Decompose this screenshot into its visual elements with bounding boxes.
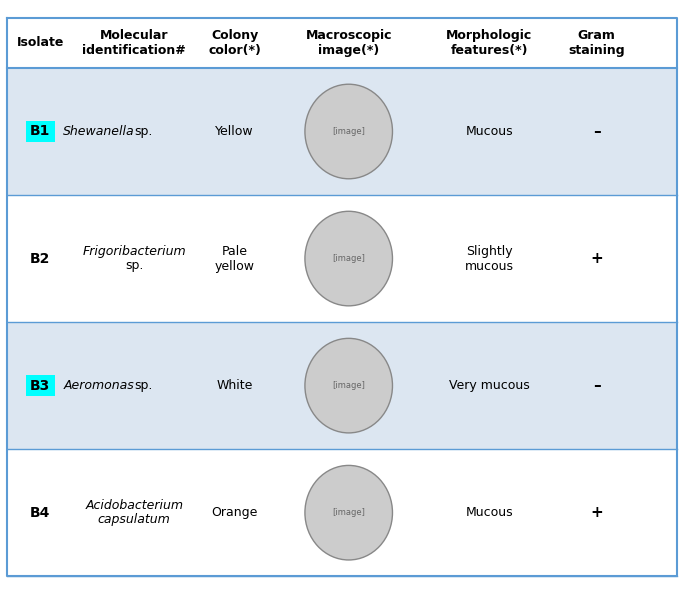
FancyBboxPatch shape (7, 68, 677, 195)
Text: Orange: Orange (211, 506, 258, 519)
Text: [image]: [image] (332, 254, 365, 263)
Text: B2: B2 (30, 252, 51, 265)
FancyBboxPatch shape (7, 18, 677, 68)
Text: B3: B3 (30, 379, 51, 392)
Text: [image]: [image] (332, 381, 365, 390)
Text: –: – (593, 378, 601, 393)
Text: sp.: sp. (125, 259, 144, 272)
FancyBboxPatch shape (26, 375, 55, 397)
Text: sp.: sp. (134, 379, 153, 392)
Ellipse shape (305, 212, 393, 306)
Text: Gram
staining: Gram staining (568, 29, 625, 57)
FancyBboxPatch shape (7, 322, 677, 449)
Ellipse shape (305, 84, 393, 178)
Text: [image]: [image] (332, 508, 365, 517)
Text: Yellow: Yellow (215, 125, 254, 138)
Text: Macroscopic
image(*): Macroscopic image(*) (306, 29, 392, 57)
Text: Morphologic
features(*): Morphologic features(*) (447, 29, 533, 57)
Text: Mucous: Mucous (466, 506, 513, 519)
FancyBboxPatch shape (7, 449, 677, 576)
Text: +: + (590, 505, 603, 520)
Ellipse shape (305, 466, 393, 560)
Text: Aeromonas: Aeromonas (64, 379, 134, 392)
Text: Slightly
mucous: Slightly mucous (465, 245, 514, 272)
Text: Colony
color(*): Colony color(*) (209, 29, 261, 57)
Text: Isolate: Isolate (16, 37, 64, 49)
FancyBboxPatch shape (7, 195, 677, 322)
Text: [image]: [image] (332, 127, 365, 136)
Text: –: – (593, 124, 601, 139)
Text: Mucous: Mucous (466, 125, 513, 138)
Text: capsulatum: capsulatum (98, 514, 170, 526)
Text: Acidobacterium: Acidobacterium (86, 499, 183, 512)
Ellipse shape (305, 338, 393, 433)
Text: +: + (590, 251, 603, 266)
Text: B1: B1 (30, 125, 51, 138)
Text: Pale
yellow: Pale yellow (215, 245, 254, 272)
Text: B4: B4 (30, 506, 51, 519)
Text: White: White (217, 379, 253, 392)
Text: sp.: sp. (134, 125, 153, 138)
Text: Molecular
identification#: Molecular identification# (82, 29, 186, 57)
Text: Very mucous: Very mucous (449, 379, 530, 392)
FancyBboxPatch shape (26, 121, 55, 142)
Text: Shewanella: Shewanella (62, 125, 134, 138)
Text: Frigoribacterium: Frigoribacterium (82, 245, 186, 258)
